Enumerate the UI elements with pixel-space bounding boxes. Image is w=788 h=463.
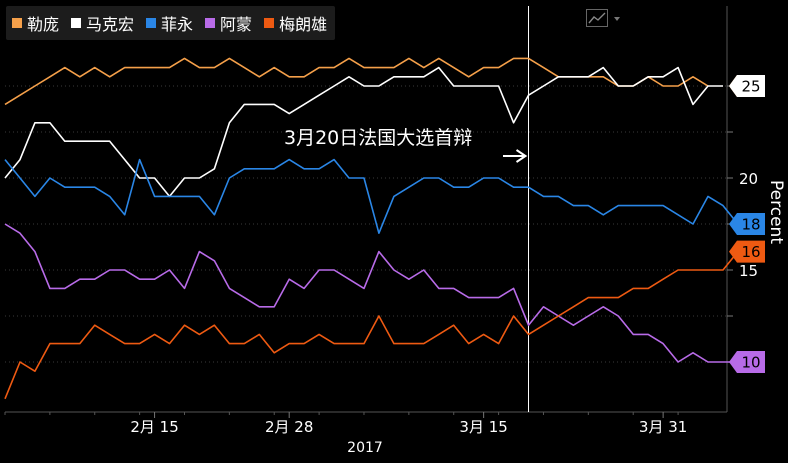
legend-label: 梅朗雄: [279, 15, 328, 34]
legend-label: 阿蒙: [220, 15, 253, 34]
legend-swatch: [264, 18, 275, 28]
legend-item[interactable]: 马克宏: [71, 11, 134, 35]
legend-item[interactable]: 菲永: [146, 11, 193, 35]
legend-item[interactable]: 阿蒙: [205, 11, 252, 35]
end-value-tag: [729, 240, 765, 263]
end-value-tag: [729, 213, 765, 235]
end-value-tag: [729, 75, 765, 97]
legend-swatch: [71, 18, 82, 28]
legend-swatch: [205, 18, 216, 28]
annotation-arrowhead: [515, 149, 528, 163]
y-tick-label: 15: [739, 262, 758, 280]
end-value-tag: [729, 351, 765, 373]
series-line: [4, 223, 738, 363]
end-value-label: 25: [741, 78, 760, 96]
series-line: [4, 158, 739, 234]
x-tick-label: 3月 15: [459, 418, 507, 436]
series-line: [4, 57, 709, 106]
end-value-label: 10: [741, 354, 760, 372]
x-tick-label: 2月 28: [265, 418, 313, 436]
x-year-label: 2017: [347, 440, 383, 456]
y-axis-title: Percent: [766, 180, 786, 244]
annotation-text: 3月20日法国大选首辩: [284, 127, 472, 149]
legend-label: 勒庞: [27, 15, 60, 34]
legend-swatch: [146, 18, 157, 28]
legend: 勒庞 马克宏 菲永 阿蒙 梅朗雄: [6, 6, 336, 40]
chart-type-icon[interactable]: [586, 9, 624, 29]
legend-swatch: [12, 18, 22, 28]
legend-item[interactable]: 梅朗雄: [264, 11, 327, 35]
y-tick-label: 20: [739, 170, 758, 188]
legend-label: 马克宏: [86, 15, 135, 34]
end-value-label: 18: [741, 216, 760, 234]
legend-label: 菲永: [161, 15, 194, 34]
x-tick-label: 3月 31: [639, 418, 687, 436]
legend-item[interactable]: 勒庞: [12, 11, 59, 35]
end-value-label: 16: [741, 243, 760, 261]
series-line: [4, 251, 739, 400]
x-tick-label: 2月 15: [130, 418, 178, 436]
chevron-down-icon: [614, 17, 620, 21]
series-line: [4, 66, 723, 198]
